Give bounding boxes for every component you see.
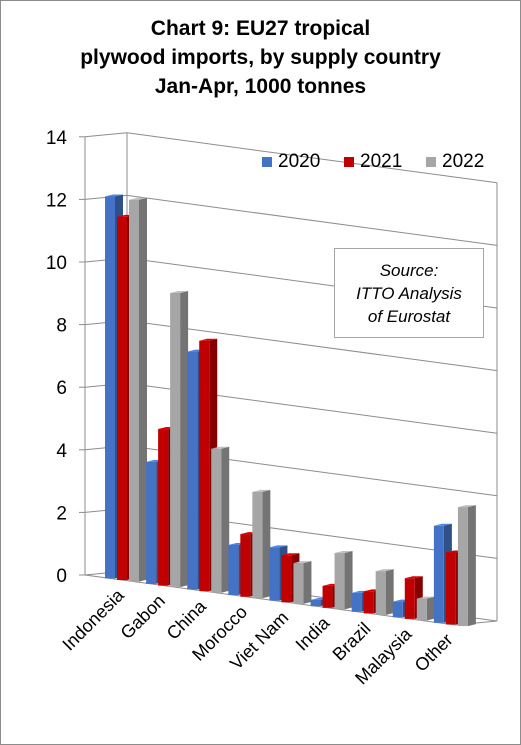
- bar-front: [392, 601, 403, 618]
- bar-front: [334, 553, 345, 610]
- bar-front: [105, 196, 115, 579]
- bar-2022-indonesia: [129, 197, 147, 582]
- chart-title-line-2: plywood imports, by supply country: [80, 46, 441, 69]
- bar-front: [199, 340, 210, 592]
- bar-top: [281, 553, 300, 556]
- y-tick-label: 0: [56, 566, 67, 587]
- bar-front: [310, 599, 321, 607]
- gridline: [126, 132, 498, 184]
- bar-side: [467, 505, 476, 627]
- bar-front: [322, 585, 333, 608]
- legend-item-2020: 2020: [262, 151, 320, 173]
- bar-top: [457, 505, 476, 508]
- bar-top: [199, 338, 218, 341]
- chart-title-line-1: Chart 9: EU27 tropical: [150, 17, 371, 40]
- bar-top: [252, 489, 271, 492]
- bar-front: [158, 429, 169, 586]
- bar-front: [211, 448, 222, 593]
- y-tick-label: 14: [46, 128, 68, 149]
- legend-label: 2020: [278, 151, 321, 172]
- bar-front: [281, 555, 292, 603]
- source-note: Source: ITTO Analysis of Eurostat: [334, 248, 484, 338]
- legend-label: 2022: [442, 151, 485, 172]
- bar-side: [344, 551, 353, 610]
- bar-front: [351, 592, 362, 612]
- bar-top: [404, 576, 423, 579]
- y-tick-label: 6: [56, 378, 67, 399]
- legend-item-2022: 2022: [426, 151, 484, 173]
- bar-front: [375, 571, 386, 615]
- bar-front: [433, 525, 444, 623]
- bar-side: [221, 446, 230, 593]
- y-tick-labels: 0 2 4 6 8 10 12 14: [46, 128, 85, 587]
- bar-front: [117, 216, 127, 581]
- bar-front: [293, 563, 304, 604]
- bar-top: [170, 290, 189, 293]
- bar-front: [445, 552, 456, 625]
- bar-front: [416, 598, 427, 621]
- bar-2022-china: [211, 446, 230, 593]
- bar-2022-malaysia: [416, 596, 435, 621]
- chart-title-line-3: Jan-Apr, 1000 tonnes: [154, 75, 367, 98]
- bar-side: [262, 489, 271, 599]
- legend-item-2021: 2021: [344, 151, 402, 173]
- bar-2022-gabon: [170, 290, 189, 588]
- bar-top: [375, 569, 394, 572]
- bar-front: [269, 547, 280, 601]
- x-tick-label: India: [292, 612, 334, 654]
- bar-2022-india: [334, 551, 353, 610]
- bar-side: [426, 596, 435, 621]
- bar-2022-other: [457, 505, 476, 627]
- bar-top: [269, 545, 288, 548]
- bar-top: [211, 446, 230, 449]
- bar-side: [180, 290, 189, 588]
- y-tick-label: 12: [46, 190, 67, 211]
- source-line-1: Source:: [379, 261, 439, 280]
- bar-top: [105, 194, 123, 197]
- x-tick-label: Other: [411, 630, 457, 676]
- legend-label: 2021: [360, 151, 403, 172]
- bar-top: [416, 596, 435, 599]
- bar-side: [139, 197, 147, 582]
- bar-front: [240, 534, 251, 597]
- bar-front: [146, 461, 157, 584]
- bar-top: [334, 551, 353, 554]
- bar-2022-brazil: [375, 569, 394, 615]
- y-tick-label: 4: [56, 441, 67, 462]
- y-tick-label: 2: [56, 503, 67, 524]
- bar-front: [363, 591, 374, 614]
- bar-side: [303, 561, 312, 604]
- y-tick-label: 10: [46, 253, 67, 274]
- bar-front: [457, 507, 468, 627]
- x-tick-label: Indonesia: [58, 584, 128, 654]
- gridline: [126, 320, 498, 372]
- legend-swatch: [426, 157, 436, 167]
- bar-2022-viet-nam: [293, 561, 312, 604]
- bar-top: [433, 523, 452, 526]
- bar-front: [252, 491, 263, 599]
- bar-side: [385, 569, 394, 615]
- source-line-3: of Eurostat: [367, 307, 451, 326]
- legend-swatch: [344, 157, 354, 167]
- bar-top: [129, 197, 147, 200]
- bar-2022-morocco: [252, 489, 271, 599]
- legend-swatch: [262, 157, 272, 167]
- bars: [105, 194, 476, 627]
- gridline: [126, 194, 498, 246]
- bar-front: [228, 544, 239, 596]
- bar-front: [404, 578, 415, 619]
- bar-front: [187, 351, 198, 590]
- bar-front: [129, 199, 139, 582]
- chart-title: Chart 9: EU27 tropical plywood imports, …: [0, 14, 521, 101]
- source-line-2: ITTO Analysis: [356, 284, 462, 303]
- bar-top: [293, 561, 312, 564]
- gridline-side: [84, 132, 128, 138]
- bar-front: [170, 292, 181, 588]
- y-tick-label: 8: [56, 316, 67, 337]
